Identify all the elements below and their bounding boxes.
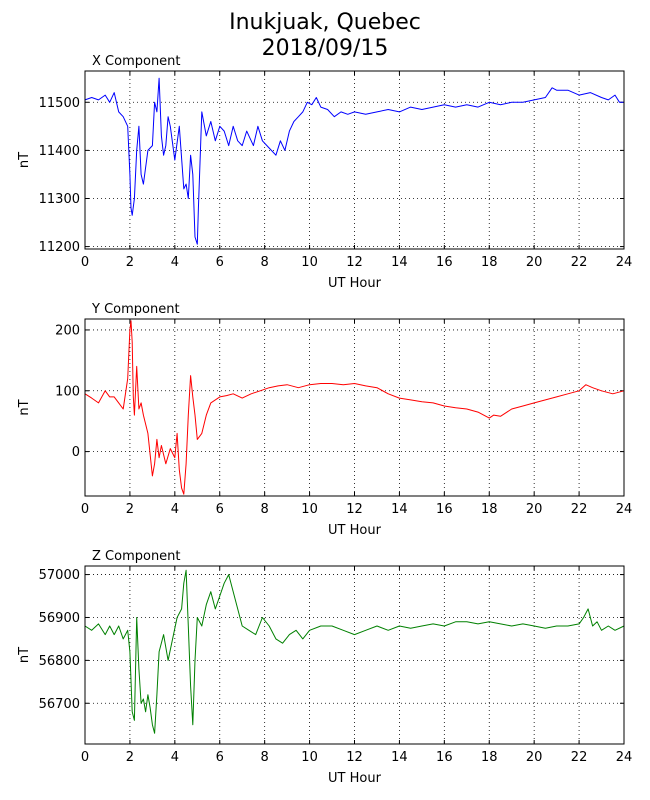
chart-2-ylabel: nT	[17, 399, 32, 415]
chart-2-xtick-label: 0	[81, 502, 89, 517]
chart-1-xlabel: UT Hour	[328, 276, 382, 291]
chart-3-xtick-label: 24	[616, 750, 633, 765]
chart-3-xtick-label: 22	[571, 750, 588, 765]
chart-1-xtick-label: 10	[301, 255, 318, 270]
chart-2-xtick-label: 10	[301, 502, 318, 517]
chart-1-xtick-label: 6	[216, 255, 224, 270]
chart-1-ytick-label: 11200	[39, 240, 80, 255]
chart-3-ytick-label: 56800	[39, 654, 80, 669]
chart-2-xlabel: UT Hour	[328, 523, 382, 538]
chart-1-ylabel: nT	[17, 152, 32, 168]
chart-1-frame	[84, 70, 625, 250]
chart-3-xtick-label: 6	[216, 750, 224, 765]
chart-2-frame	[84, 318, 625, 497]
chart-3-title: Z Component	[92, 549, 181, 564]
chart-3-frame	[84, 565, 625, 745]
chart-2-xtick-label: 22	[571, 502, 588, 517]
chart-3-ytick-label: 57000	[39, 568, 80, 583]
chart-3-xtick-label: 20	[526, 750, 543, 765]
chart-2-xtick-label: 4	[171, 502, 179, 517]
chart-2-xtick-label: 8	[261, 502, 269, 517]
chart-3-xtick-label: 10	[301, 750, 318, 765]
chart-1-xtick-label: 4	[171, 255, 179, 270]
chart-3-xtick-label: 8	[261, 750, 269, 765]
chart-2-ytick-label: 0	[72, 445, 80, 460]
chart-3-xlabel: UT Hour	[328, 771, 382, 786]
chart-2-title: Y Component	[91, 302, 180, 317]
chart-3-xtick-label: 4	[171, 750, 179, 765]
chart-2-xtick-label: 18	[481, 502, 498, 517]
chart-3-xtick-label: 2	[126, 750, 134, 765]
chart-1-ytick-label: 11300	[39, 192, 80, 207]
chart-3-series-line	[84, 569, 625, 734]
chart-2-xtick-label: 16	[436, 502, 453, 517]
chart-3-ylabel: nT	[17, 647, 32, 663]
figure-title-date: 2018/09/15	[261, 36, 389, 61]
chart-1-series-line	[84, 77, 624, 245]
chart-1-xtick-label: 20	[526, 255, 543, 270]
chart-1-ytick-label: 11500	[39, 96, 80, 111]
chart-2-xtick-label: 6	[216, 502, 224, 517]
chart-1-xtick-label: 0	[81, 255, 89, 270]
chart-1-xtick-label: 22	[571, 255, 588, 270]
chart-1-xtick-label: 18	[481, 255, 498, 270]
chart-1-xtick-label: 14	[391, 255, 408, 270]
chart-3-xtick-label: 16	[436, 750, 453, 765]
chart-3-xtick-label: 12	[346, 750, 363, 765]
chart-2-series-line	[84, 320, 625, 495]
chart-2-ytick-label: 100	[55, 384, 80, 399]
chart-1-xtick-label: 12	[346, 255, 363, 270]
chart-2-xtick-label: 24	[616, 502, 633, 517]
chart-2-ytick-label: 200	[55, 323, 80, 338]
chart-2-xtick-label: 14	[391, 502, 408, 517]
chart-2-xtick-label: 2	[126, 502, 134, 517]
chart-1-xtick-label: 24	[616, 255, 633, 270]
chart-3-xtick-label: 18	[481, 750, 498, 765]
chart-1-xtick-label: 2	[126, 255, 134, 270]
chart-1-xtick-label: 8	[261, 255, 269, 270]
chart-3-xtick-label: 14	[391, 750, 408, 765]
chart-1-title: X Component	[92, 54, 181, 69]
chart-3-ytick-label: 56700	[39, 697, 80, 712]
chart-2-xtick-label: 20	[526, 502, 543, 517]
chart-1-ytick-label: 11400	[39, 144, 80, 159]
figure-title: Inukjuak, Quebec 2018/09/15	[0, 10, 650, 62]
figure-title-location: Inukjuak, Quebec	[229, 10, 421, 35]
chart-2-xtick-label: 12	[346, 502, 363, 517]
chart-3-xtick-label: 0	[81, 750, 89, 765]
chart-3-ytick-label: 56900	[39, 611, 80, 626]
chart-1-xtick-label: 16	[436, 255, 453, 270]
